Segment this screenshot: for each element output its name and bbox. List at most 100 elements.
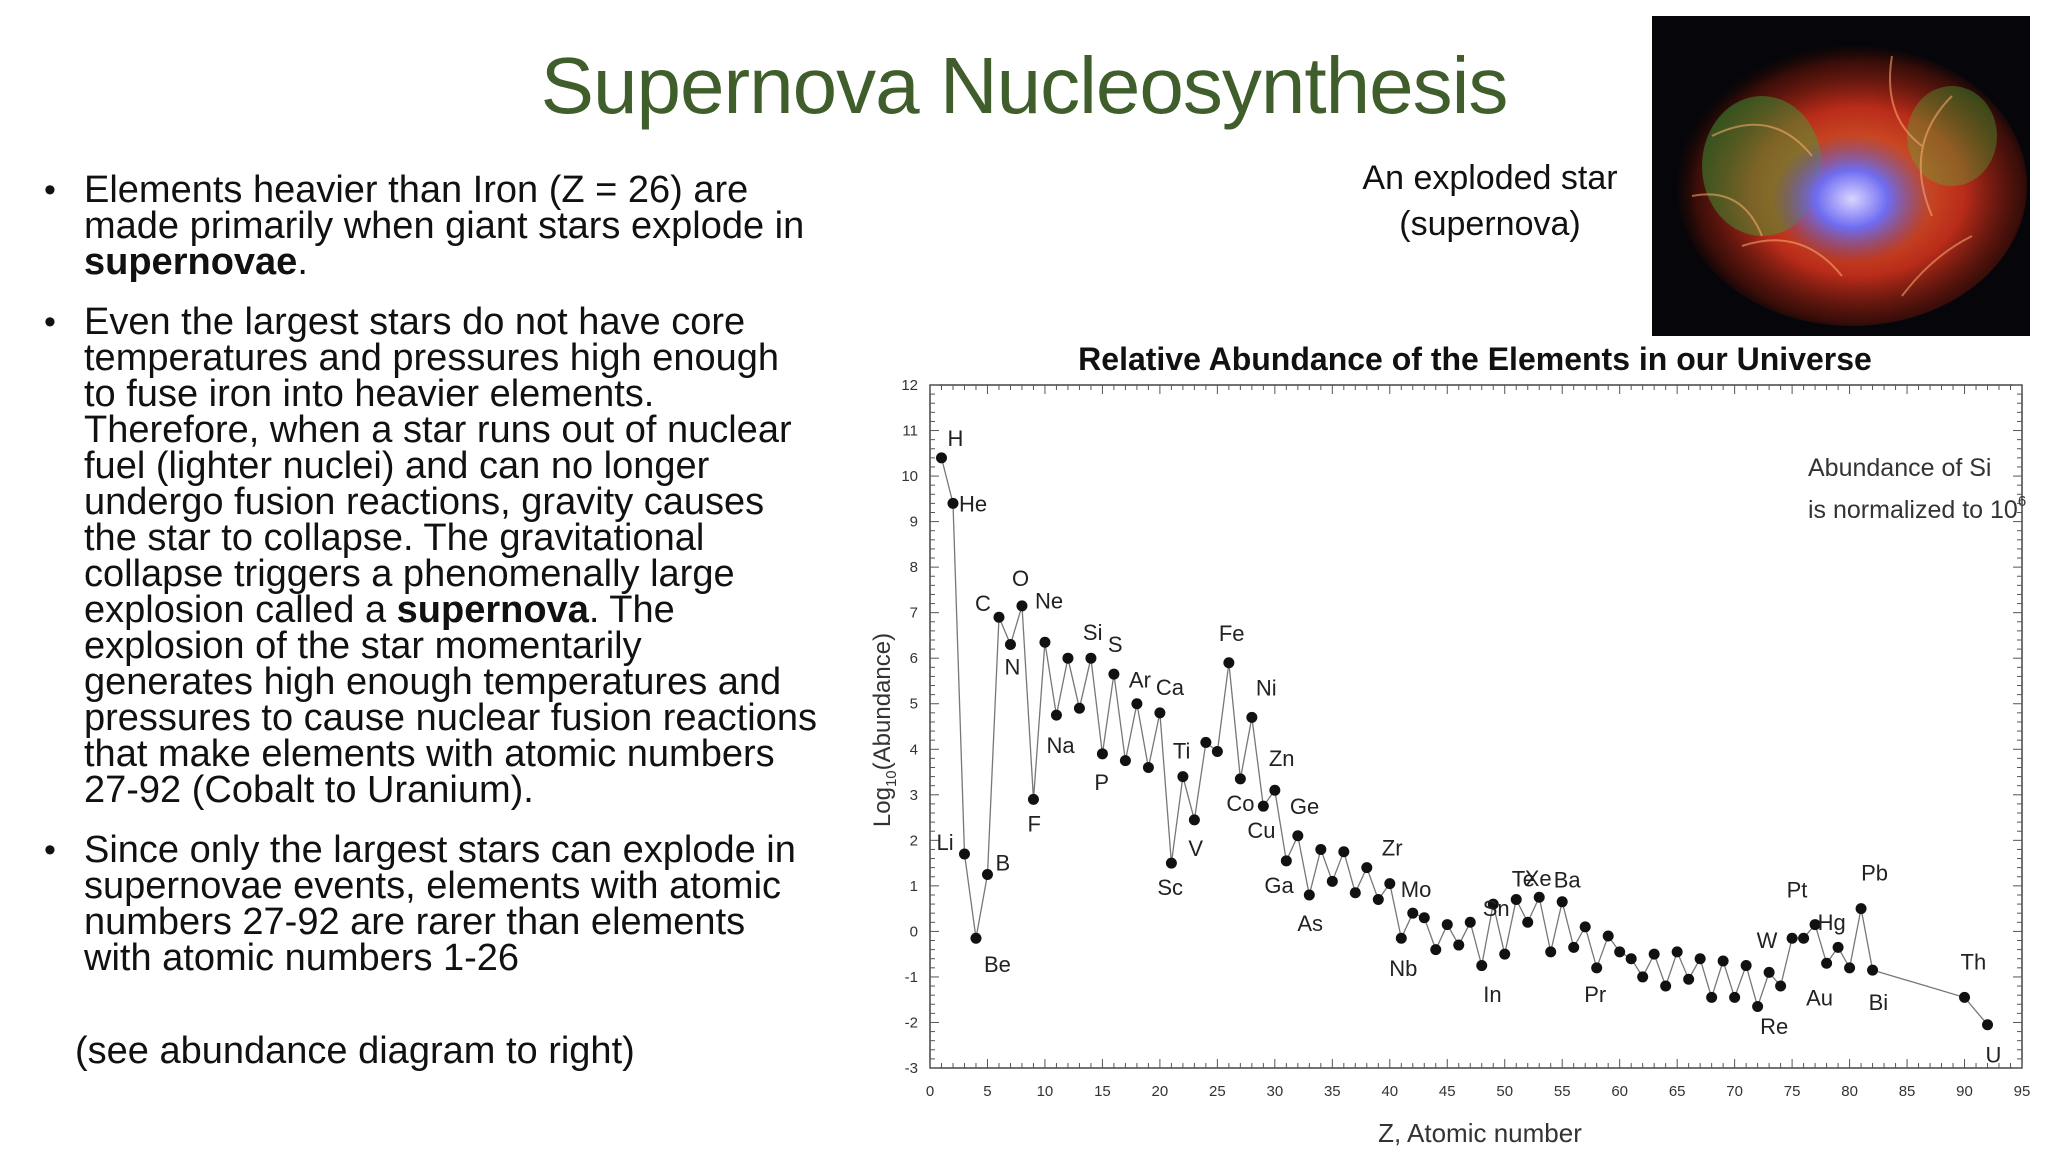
bullet-text: Elements heavier than Iron (Z = 26) are … — [84, 169, 805, 247]
element-label: P — [1094, 770, 1109, 795]
data-point — [1591, 962, 1603, 974]
bullet-glyph: • — [44, 831, 56, 869]
y-tick-label: 9 — [910, 514, 918, 531]
abundance-chart: Relative Abundance of the Elements in ou… — [869, 341, 2031, 1148]
x-tick-label: 35 — [1324, 1083, 1341, 1100]
element-label: H — [947, 426, 963, 451]
bullet-item: • Elements heavier than Iron (Z = 26) are… — [40, 169, 820, 281]
data-point — [958, 848, 970, 860]
bullet-text: Since only the largest stars can explode… — [84, 829, 796, 979]
data-point — [1073, 702, 1085, 714]
element-label: Pr — [1584, 982, 1606, 1007]
y-tick-label: 12 — [901, 377, 918, 394]
x-tick-label: 25 — [1209, 1083, 1226, 1100]
data-point — [1119, 755, 1131, 767]
data-point — [1303, 889, 1315, 901]
y-tick-label: 4 — [910, 741, 918, 758]
data-point — [1154, 707, 1166, 719]
data-point — [981, 868, 993, 880]
data-point — [1039, 636, 1051, 648]
element-label: Ga — [1264, 873, 1294, 898]
data-point — [1269, 784, 1281, 796]
element-label: Sn — [1483, 896, 1510, 921]
data-point — [970, 932, 982, 944]
data-point — [1487, 898, 1499, 910]
data-point — [1729, 991, 1741, 1003]
element-label: Ca — [1156, 675, 1185, 700]
x-tick-label: 55 — [1554, 1083, 1571, 1100]
data-point — [1234, 773, 1246, 785]
data-point — [1671, 946, 1683, 958]
plot-frame — [929, 384, 2023, 1069]
y-tick-label: 10 — [901, 468, 918, 485]
data-point — [1602, 930, 1614, 942]
bullet-list: • Elements heavier than Iron (Z = 26) are… — [40, 169, 820, 1000]
data-point — [1648, 948, 1660, 960]
data-point — [1292, 830, 1304, 842]
y-tick-label: 6 — [910, 650, 918, 667]
data-point — [1867, 964, 1879, 976]
data-point — [1614, 946, 1626, 958]
data-point — [1832, 941, 1844, 953]
data-point — [993, 611, 1005, 623]
x-tick-label: 95 — [2014, 1083, 2031, 1100]
bullet-glyph: • — [44, 303, 56, 341]
data-point — [1740, 960, 1752, 972]
data-point — [1349, 887, 1361, 899]
data-point — [1165, 857, 1177, 869]
data-point — [1694, 953, 1706, 965]
data-point — [1637, 971, 1649, 983]
data-point — [1177, 771, 1189, 783]
y-tick-label: 11 — [902, 423, 918, 440]
element-label: Hg — [1818, 910, 1846, 935]
element-label: Cu — [1247, 818, 1275, 843]
data-point — [1522, 916, 1534, 928]
x-tick-label: 20 — [1152, 1083, 1169, 1100]
element-label: Re — [1760, 1014, 1788, 1039]
element-label: Pt — [1787, 877, 1808, 902]
element-label: V — [1188, 836, 1203, 861]
data-point — [1062, 652, 1074, 664]
y-tick-label: 8 — [910, 559, 918, 576]
data-point — [1959, 991, 1971, 1003]
element-label: Ne — [1035, 588, 1063, 613]
chart-annotation-line1: Abundance of Si — [1808, 454, 1991, 482]
y-tick-label: 7 — [910, 605, 918, 622]
data-point — [1384, 878, 1396, 890]
element-label: Ni — [1256, 675, 1277, 700]
data-point — [947, 497, 959, 509]
x-tick-label: 30 — [1266, 1083, 1283, 1100]
data-point — [1706, 991, 1718, 1003]
chart-annotation-sup: 6 — [2018, 493, 2026, 510]
y-tick-label: -3 — [905, 1060, 918, 1077]
element-label: As — [1297, 911, 1323, 936]
data-point — [1453, 939, 1465, 951]
element-label: Ge — [1290, 794, 1319, 819]
element-label: Ba — [1554, 867, 1582, 892]
element-label: W — [1757, 928, 1778, 953]
bullet-text: Even the largest stars do not have core … — [84, 301, 792, 631]
bullet-text: . The explosion of the star momentarily … — [84, 589, 817, 811]
element-label: Be — [984, 952, 1011, 977]
data-point — [1027, 793, 1039, 805]
data-point — [1108, 668, 1120, 680]
data-point — [1786, 932, 1798, 944]
data-point — [1717, 955, 1729, 967]
element-label: Zr — [1382, 836, 1403, 861]
x-tick-label: 15 — [1094, 1083, 1111, 1100]
element-label: F — [1027, 811, 1040, 836]
element-label: In — [1483, 982, 1501, 1007]
element-label: Zn — [1269, 746, 1295, 771]
abundance-series-line — [940, 457, 1988, 1026]
x-tick-label: 0 — [926, 1083, 934, 1100]
data-point — [1016, 600, 1028, 612]
data-point — [1050, 709, 1062, 721]
data-point — [1338, 846, 1350, 858]
star-caption: An exploded star (supernova) — [1330, 155, 1650, 247]
data-point — [1326, 875, 1338, 887]
data-point — [1257, 800, 1269, 812]
data-point — [1556, 896, 1568, 908]
element-label: Nb — [1389, 956, 1417, 981]
element-label: Mo — [1401, 877, 1432, 902]
element-label: S — [1108, 632, 1123, 657]
